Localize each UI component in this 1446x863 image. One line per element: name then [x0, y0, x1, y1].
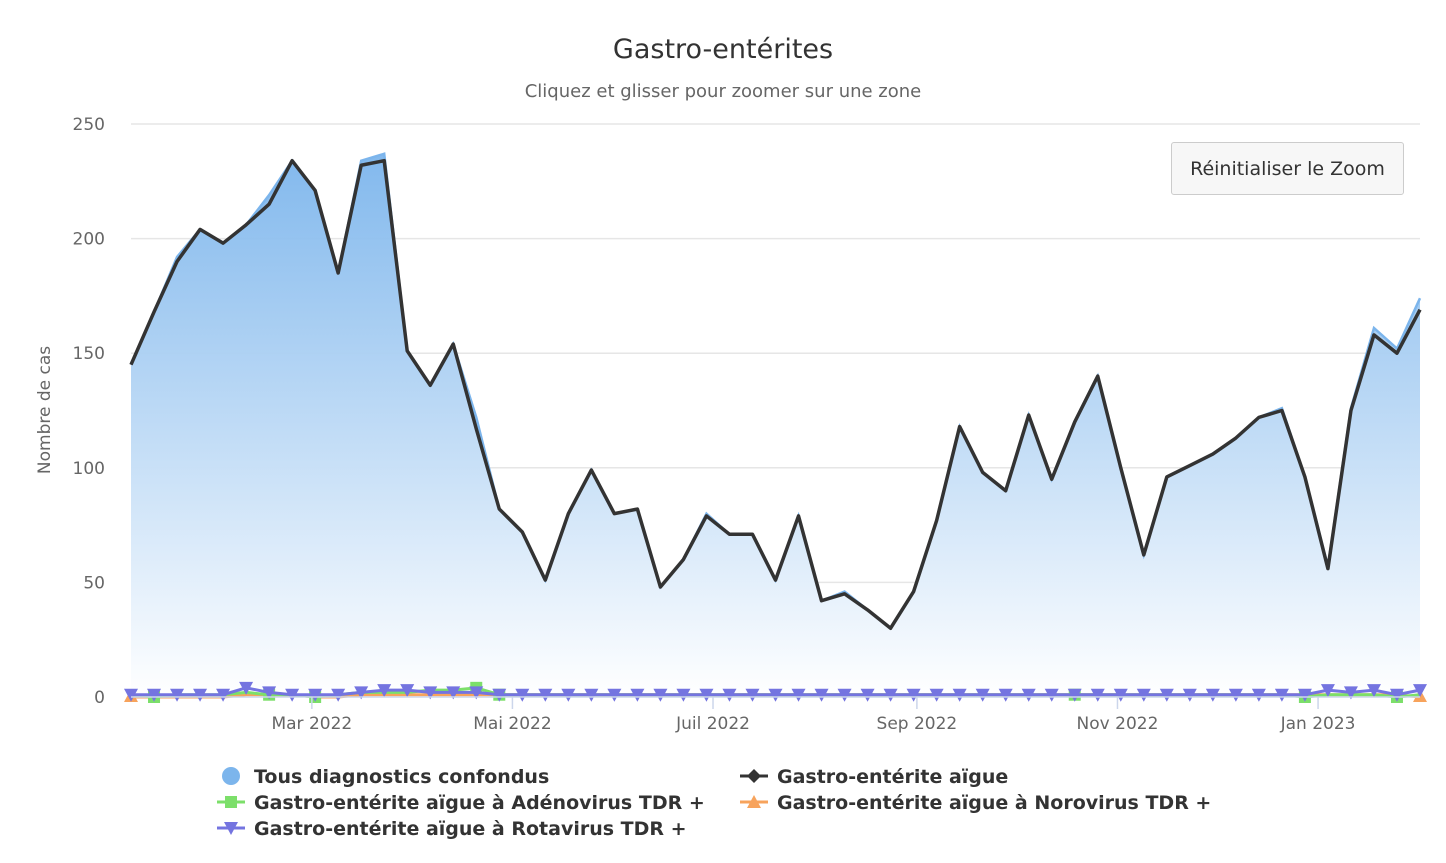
data-point-rotavirus[interactable]: [653, 688, 668, 702]
data-point-rotavirus[interactable]: [1182, 688, 1197, 702]
data-point-rotavirus[interactable]: [906, 688, 921, 702]
y-tick-label: 0: [94, 688, 105, 708]
data-point-rotavirus[interactable]: [584, 688, 599, 702]
data-point-rotavirus[interactable]: [1320, 684, 1335, 698]
series-line-gastro-enterite-aigue[interactable]: [129, 158, 1422, 630]
x-tick-label: Juil 2022: [675, 714, 750, 734]
data-point-rotavirus[interactable]: [1159, 688, 1174, 702]
data-point-rotavirus[interactable]: [239, 681, 254, 695]
data-point-rotavirus[interactable]: [1090, 688, 1105, 702]
data-point-rotavirus[interactable]: [515, 688, 530, 702]
data-point-rotavirus[interactable]: [814, 688, 829, 702]
data-point-rotavirus[interactable]: [998, 688, 1013, 702]
data-point-rotavirus[interactable]: [423, 686, 438, 700]
legend-item-gastro-enterite-aigue[interactable]: Gastro-entérite aïgue: [740, 766, 1008, 788]
y-tick-label: 100: [73, 459, 105, 479]
data-point-rotavirus[interactable]: [722, 688, 737, 702]
data-point-rotavirus[interactable]: [607, 688, 622, 702]
data-point-rotavirus[interactable]: [1136, 688, 1151, 702]
legend-item-rotavirus[interactable]: Gastro-entérite aïgue à Rotavirus TDR +: [217, 818, 687, 840]
legend-label: Gastro-entérite aïgue à Rotavirus TDR +: [254, 818, 687, 840]
data-point-rotavirus[interactable]: [308, 688, 323, 702]
data-point-rotavirus[interactable]: [124, 688, 138, 702]
data-point-rotavirus[interactable]: [400, 684, 415, 698]
x-tick-label: Jan 2023: [1280, 714, 1356, 734]
data-point-rotavirus[interactable]: [538, 688, 553, 702]
data-point-rotavirus[interactable]: [745, 688, 760, 702]
data-point-rotavirus[interactable]: [1044, 688, 1059, 702]
data-point-rotavirus[interactable]: [1343, 686, 1358, 700]
data-point-rotavirus[interactable]: [170, 688, 185, 702]
data-point-rotavirus[interactable]: [1297, 688, 1312, 702]
y-axis-title: Nombre de cas: [35, 346, 55, 474]
legend-symbol-circle-icon: [222, 767, 240, 785]
legend-label: Gastro-entérite aïgue: [777, 766, 1008, 788]
legend-symbol-square-icon: [225, 796, 237, 808]
data-point-rotavirus[interactable]: [837, 688, 852, 702]
data-point-rotavirus[interactable]: [1413, 684, 1427, 698]
data-point-rotavirus[interactable]: [354, 686, 369, 700]
data-point-rotavirus[interactable]: [791, 688, 806, 702]
data-point-rotavirus[interactable]: [883, 688, 898, 702]
legend-symbol-triangle-icon: [747, 795, 761, 808]
chart-title: Gastro-entérites: [613, 34, 833, 65]
data-point-rotavirus[interactable]: [492, 688, 507, 702]
data-point-rotavirus[interactable]: [1366, 684, 1381, 698]
data-point-rotavirus[interactable]: [1067, 688, 1082, 702]
data-point-rotavirus[interactable]: [377, 684, 392, 698]
y-tick-label: 50: [83, 573, 105, 593]
data-point-rotavirus[interactable]: [285, 688, 300, 702]
chart-subtitle: Cliquez et glisser pour zoomer sur une z…: [525, 81, 922, 102]
data-point-rotavirus[interactable]: [1205, 688, 1220, 702]
data-point-rotavirus[interactable]: [676, 688, 691, 702]
data-point-rotavirus[interactable]: [1113, 688, 1128, 702]
legend-label: Gastro-entérite aïgue à Norovirus TDR +: [777, 792, 1211, 814]
data-point-rotavirus[interactable]: [446, 686, 461, 700]
x-tick-label: Sep 2022: [877, 714, 958, 734]
data-point-rotavirus[interactable]: [952, 688, 967, 702]
x-tick-label: Mai 2022: [473, 714, 551, 734]
x-tick-label: Mar 2022: [271, 714, 352, 734]
data-point-rotavirus[interactable]: [699, 688, 714, 702]
data-point-rotavirus[interactable]: [561, 688, 576, 702]
data-point-rotavirus[interactable]: [1389, 688, 1404, 702]
data-point-rotavirus[interactable]: [1251, 688, 1266, 702]
legend-label: Tous diagnostics confondus: [254, 766, 549, 788]
data-point-rotavirus[interactable]: [147, 688, 162, 702]
data-point-rotavirus[interactable]: [262, 686, 277, 700]
y-tick-label: 200: [73, 230, 105, 250]
data-point-rotavirus[interactable]: [193, 688, 208, 702]
legend-symbol-diamond-icon: [747, 769, 761, 783]
legend-symbol-triangle-down-icon: [224, 822, 238, 835]
data-point-rotavirus[interactable]: [630, 688, 645, 702]
data-point-rotavirus[interactable]: [1228, 688, 1243, 702]
y-tick-label: 150: [73, 344, 105, 364]
y-tick-label: 250: [73, 115, 105, 135]
reset-zoom-button[interactable]: Réinitialiser le Zoom: [1171, 142, 1404, 195]
legend-item-norovirus[interactable]: Gastro-entérite aïgue à Norovirus TDR +: [740, 792, 1211, 814]
data-point-rotavirus[interactable]: [469, 686, 484, 700]
data-point-rotavirus[interactable]: [975, 688, 990, 702]
data-point-rotavirus[interactable]: [1274, 688, 1289, 702]
data-point-rotavirus[interactable]: [860, 688, 875, 702]
data-point-rotavirus[interactable]: [929, 688, 944, 702]
legend-item-tous-diagnostics[interactable]: Tous diagnostics confondus: [222, 766, 549, 788]
data-point-rotavirus[interactable]: [1021, 688, 1036, 702]
data-point-rotavirus[interactable]: [216, 688, 231, 702]
x-tick-label: Nov 2022: [1077, 714, 1159, 734]
data-point-rotavirus[interactable]: [768, 688, 783, 702]
data-point-rotavirus[interactable]: [331, 688, 346, 702]
legend-label: Gastro-entérite aïgue à Adénovirus TDR +: [254, 792, 705, 814]
legend-item-adenovirus[interactable]: Gastro-entérite aïgue à Adénovirus TDR +: [217, 792, 705, 814]
area-fill-tous-diagnostics: [131, 153, 1420, 697]
